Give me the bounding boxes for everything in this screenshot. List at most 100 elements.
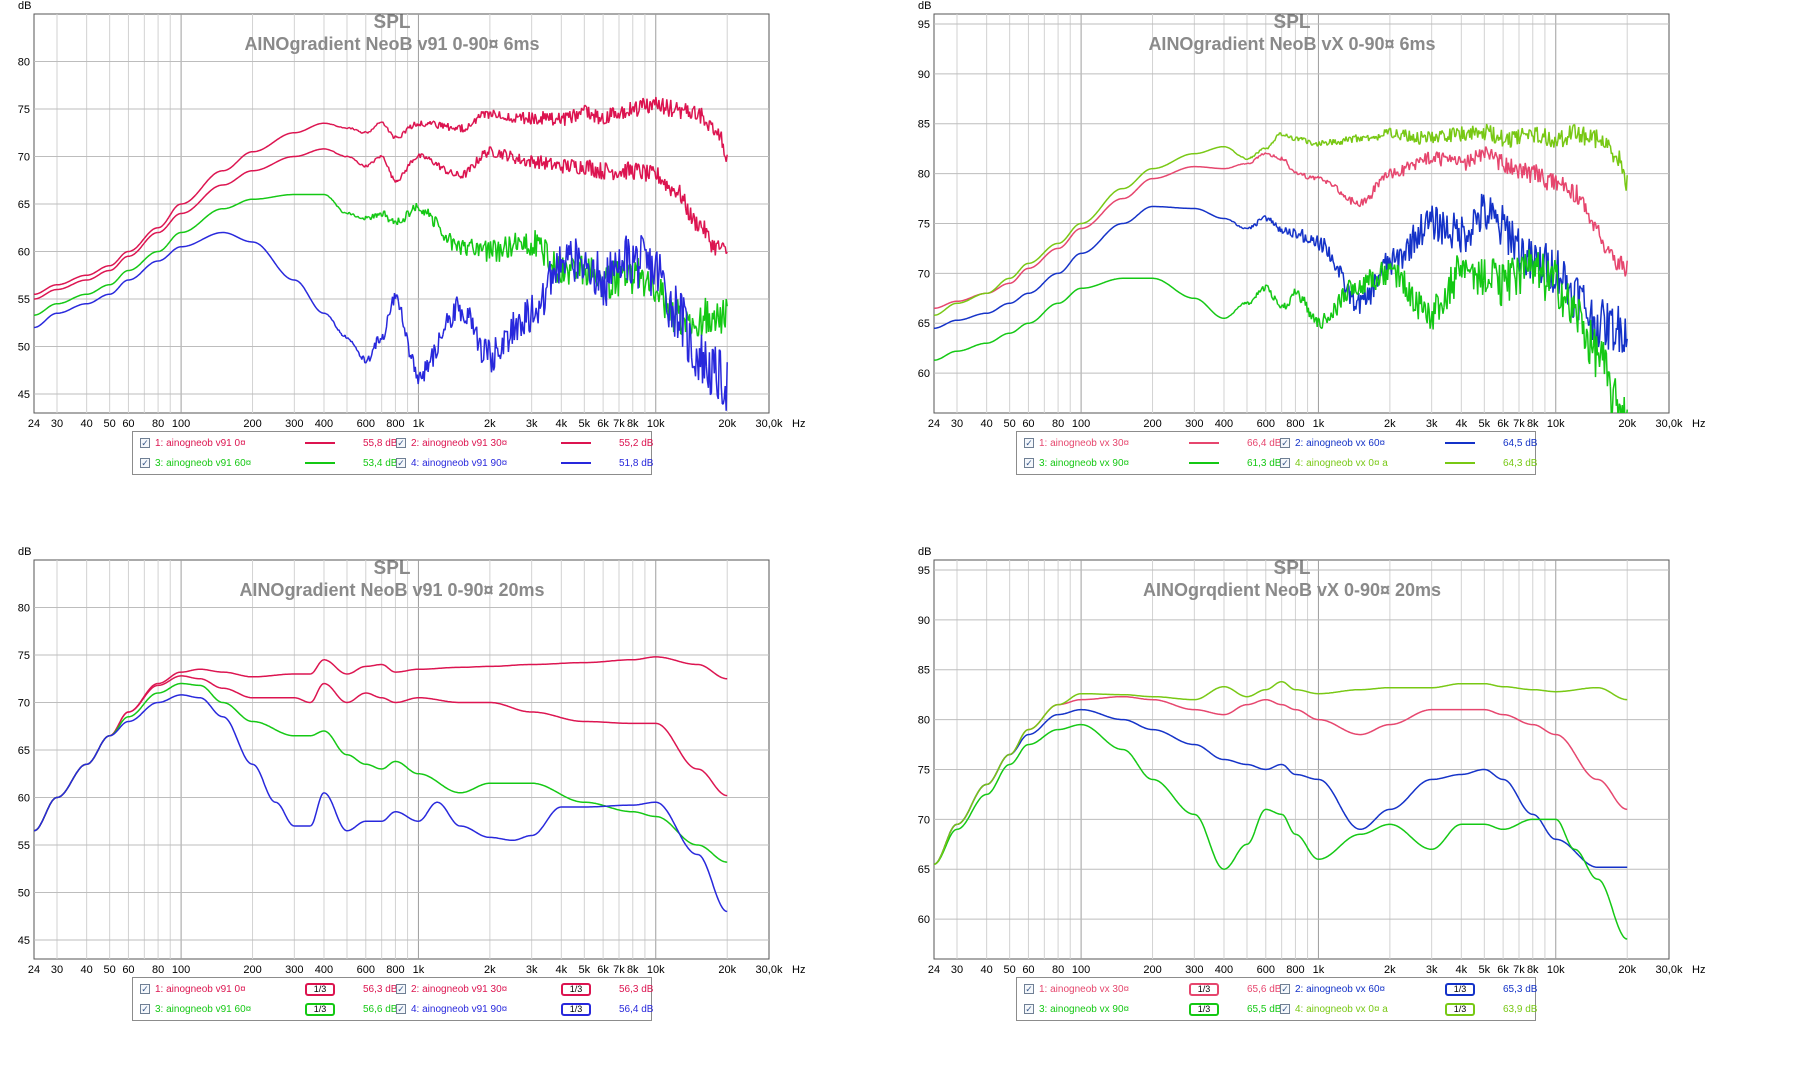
legend-checkbox[interactable]: ✓: [1024, 1003, 1034, 1014]
legend-item-4[interactable]: ✓ 4: ainogneob v91 90¤ 1/3 56,4 dB: [396, 1002, 669, 1016]
legend-checkbox[interactable]: ✓: [396, 1003, 406, 1014]
x-tick-label: 40: [981, 964, 993, 976]
legend-label: 1: ainogneob vx 30¤: [1039, 983, 1130, 995]
chart-title: AINOgradient NeoB vX 0-90¤ 6ms: [1148, 34, 1435, 54]
series-line-3: [1057, 723, 1628, 940]
chart-title-spl: SPL: [374, 12, 411, 33]
plot-area: [933, 13, 1670, 414]
legend-checkbox[interactable]: ✓: [1024, 437, 1034, 448]
legend-value: 53,4 dB: [363, 457, 398, 469]
y-tick-label: 65: [918, 318, 930, 330]
y-tick-label: 60: [18, 247, 30, 259]
x-tick-label: 5k: [1479, 964, 1491, 976]
legend-value: 56,3 dB: [363, 983, 398, 995]
x-tick-label: 8k: [627, 418, 639, 430]
legend-item-3[interactable]: ✓ 3: ainogneob v91 60¤ 53,4 dB: [140, 456, 413, 470]
y-tick-label: 65: [18, 199, 30, 211]
legend-checkbox[interactable]: ✓: [140, 983, 150, 994]
legend-checkbox[interactable]: ✓: [1280, 983, 1290, 994]
y-tick-label: 85: [918, 665, 930, 677]
legend-label: 3: ainogneob v91 60¤: [155, 1003, 252, 1015]
y-tick-label: 70: [18, 698, 30, 710]
legend-item-2[interactable]: ✓ 2: ainogneob vx 60¤ 64,5 dB: [1280, 436, 1553, 450]
x-tick-label: 300: [1185, 964, 1203, 976]
legend-line-swatch: [305, 462, 335, 464]
legend-checkbox[interactable]: ✓: [140, 457, 150, 468]
legend-checkbox[interactable]: ✓: [140, 437, 150, 448]
smoothing-indicator[interactable]: 1/3: [305, 982, 335, 996]
x-tick-label: 200: [243, 964, 261, 976]
x-tick-label: 3k: [1426, 964, 1438, 976]
legend-item-4[interactable]: ✓ 4: ainogneob vx 0¤ a 64,3 dB: [1280, 456, 1553, 470]
smoothing-indicator[interactable]: 1/3: [1445, 982, 1475, 996]
y-tick-label: 55: [18, 294, 30, 306]
x-tick-label: 300: [285, 418, 303, 430]
legend-value: 65,3 dB: [1503, 983, 1538, 995]
plot-area: [933, 559, 1670, 960]
series-line-1-low: [34, 227, 158, 296]
legend-item-2[interactable]: ✓ 2: ainogneob vx 60¤ 1/3 65,3 dB: [1280, 982, 1553, 996]
series-line-4-low: [34, 701, 158, 832]
legend-item-3[interactable]: ✓ 3: ainogneob v91 60¤ 1/3 56,6 dB: [140, 1002, 413, 1016]
legend-item-1[interactable]: ✓ 1: ainogneob vx 30¤ 1/3 65,6 dB: [1024, 982, 1297, 996]
x-tick-label: 6k: [1497, 418, 1509, 430]
series-line-2: [157, 145, 728, 256]
y-tick-label: 80: [918, 715, 930, 727]
x-unit-label: Hz: [792, 418, 805, 430]
legend-label: 4: ainogneob v91 90¤: [411, 1003, 508, 1015]
legend-checkbox[interactable]: ✓: [1280, 1003, 1290, 1014]
legend-item-2[interactable]: ✓ 2: ainogneob v91 30¤ 55,2 dB: [396, 436, 669, 450]
y-tick-label: 50: [18, 342, 30, 354]
series-line-4: [1057, 680, 1628, 706]
legend-label: 3: ainogneob v91 60¤: [155, 457, 252, 469]
smoothing-indicator[interactable]: 1/3: [1445, 1002, 1475, 1016]
smoothing-indicator[interactable]: 1/3: [1189, 1002, 1219, 1016]
x-tick-label: 8k: [1527, 964, 1539, 976]
legend-checkbox[interactable]: ✓: [396, 437, 406, 448]
y-tick-label: 75: [918, 218, 930, 230]
legend-item-3[interactable]: ✓ 3: ainogneob vx 90¤ 1/3 65,5 dB: [1024, 1002, 1297, 1016]
legend-checkbox[interactable]: ✓: [396, 457, 406, 468]
legend-line-swatch: [1189, 462, 1219, 464]
legend-checkbox[interactable]: ✓: [1280, 457, 1290, 468]
legend-line-swatch: [561, 462, 591, 464]
x-tick-label: 1k: [413, 964, 425, 976]
legend-checkbox[interactable]: ✓: [1024, 983, 1034, 994]
legend-checkbox[interactable]: ✓: [1280, 437, 1290, 448]
series-line-2: [157, 675, 728, 797]
legend-value: 65,6 dB: [1247, 983, 1282, 995]
legend-value: 56,3 dB: [619, 983, 654, 995]
smoothing-indicator[interactable]: 1/3: [561, 982, 591, 996]
legend-item-1[interactable]: ✓ 1: ainogneob v91 0¤ 55,8 dB: [140, 436, 413, 450]
legend-item-3[interactable]: ✓ 3: ainogneob vx 90¤ 61,3 dB: [1024, 456, 1297, 470]
legend-label: 1: ainogneob v91 0¤: [155, 983, 246, 995]
legend-item-1[interactable]: ✓ 1: ainogneob vx 30¤ 66,4 dB: [1024, 436, 1297, 450]
legend-item-1[interactable]: ✓ 1: ainogneob v91 0¤ 1/3 56,3 dB: [140, 982, 413, 996]
legend-line-swatch: [305, 442, 335, 444]
x-tick-label: 30,0k: [756, 418, 783, 430]
x-tick-label: 5k: [579, 418, 591, 430]
legend-checkbox[interactable]: ✓: [396, 983, 406, 994]
x-tick-label: 7k: [1513, 964, 1525, 976]
y-tick-label: 75: [18, 104, 30, 116]
x-tick-label: 2k: [484, 964, 496, 976]
legend-checkbox[interactable]: ✓: [1024, 457, 1034, 468]
x-tick-label: 6k: [597, 964, 609, 976]
x-tick-label: 10k: [1547, 964, 1565, 976]
y-unit-label: dB: [918, 0, 931, 12]
y-tick-label: 80: [918, 169, 930, 181]
panel-bottom-right: 60 65 70 75 80 85 90 95 dB Hz 24 30 40 50 60 80 100 200 30…: [900, 546, 1800, 1092]
smoothing-indicator[interactable]: 1/3: [561, 1002, 591, 1016]
x-tick-label: 80: [152, 964, 164, 976]
chart-title-spl: SPL: [1274, 12, 1311, 33]
smoothing-indicator[interactable]: 1/3: [1189, 982, 1219, 996]
x-tick-label: 60: [122, 964, 134, 976]
legend-label: 2: ainogneob vx 60¤: [1295, 437, 1386, 449]
series-line-4-low: [934, 703, 1058, 865]
legend-checkbox[interactable]: ✓: [140, 1003, 150, 1014]
legend-item-4[interactable]: ✓ 4: ainogneob vx 0¤ a 1/3 63,9 dB: [1280, 1002, 1553, 1016]
series-line-2: [1057, 708, 1628, 868]
legend-item-2[interactable]: ✓ 2: ainogneob v91 30¤ 1/3 56,3 dB: [396, 982, 669, 996]
smoothing-indicator[interactable]: 1/3: [305, 1002, 335, 1016]
legend-item-4[interactable]: ✓ 4: ainogneob v91 90¤ 51,8 dB: [396, 456, 669, 470]
